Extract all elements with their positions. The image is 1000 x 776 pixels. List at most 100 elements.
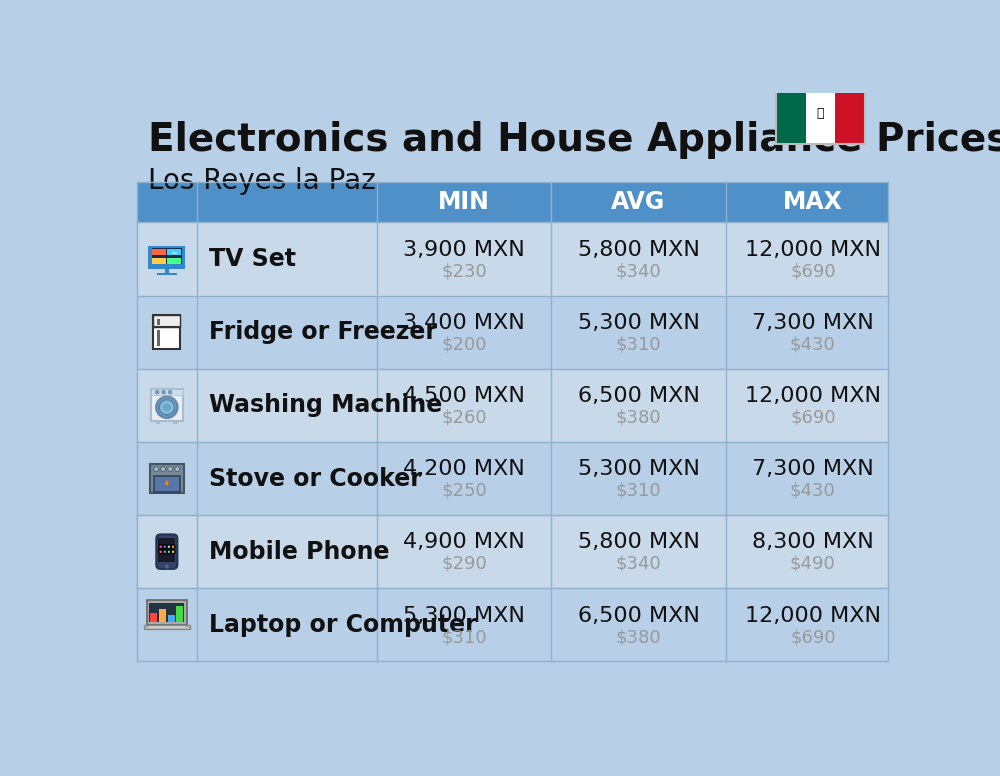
Circle shape: [155, 390, 160, 394]
Bar: [153, 315, 180, 349]
FancyBboxPatch shape: [159, 550, 163, 553]
Text: Fridge or Freezer: Fridge or Freezer: [209, 320, 437, 345]
Text: 5,800 MXN: 5,800 MXN: [578, 532, 699, 553]
FancyBboxPatch shape: [156, 535, 177, 569]
Circle shape: [168, 390, 172, 394]
Text: $380: $380: [616, 628, 661, 646]
Bar: [165, 269, 169, 273]
Bar: [149, 626, 185, 628]
Circle shape: [168, 466, 173, 472]
Text: $310: $310: [616, 482, 661, 500]
Bar: [152, 248, 182, 265]
Text: 12,000 MXN: 12,000 MXN: [745, 240, 881, 260]
Bar: [137, 588, 888, 661]
FancyBboxPatch shape: [171, 545, 175, 549]
Text: 5,300 MXN: 5,300 MXN: [403, 605, 525, 625]
Text: $310: $310: [441, 628, 487, 646]
Bar: [150, 464, 184, 494]
Text: $310: $310: [616, 335, 661, 354]
Text: 3,900 MXN: 3,900 MXN: [403, 240, 525, 260]
Text: $340: $340: [616, 262, 661, 280]
Bar: [806, 84, 835, 144]
Text: 4,200 MXN: 4,200 MXN: [403, 459, 525, 480]
Bar: [137, 296, 888, 369]
Circle shape: [156, 397, 177, 417]
Text: MIN: MIN: [438, 190, 490, 214]
Bar: [137, 223, 888, 296]
Bar: [157, 273, 177, 275]
Circle shape: [164, 564, 169, 569]
FancyBboxPatch shape: [163, 545, 167, 549]
Text: $250: $250: [441, 482, 487, 500]
Text: $690: $690: [790, 409, 836, 427]
Bar: [137, 515, 888, 588]
Text: 12,000 MXN: 12,000 MXN: [745, 605, 881, 625]
Text: $430: $430: [790, 335, 836, 354]
Text: 5,300 MXN: 5,300 MXN: [578, 313, 699, 333]
Circle shape: [175, 466, 180, 472]
Circle shape: [163, 403, 171, 411]
Text: Los Reyes la Paz: Los Reyes la Paz: [148, 167, 376, 195]
Bar: [152, 249, 166, 255]
Polygon shape: [164, 480, 170, 486]
Circle shape: [161, 390, 166, 394]
Text: 3,400 MXN: 3,400 MXN: [403, 313, 525, 333]
Polygon shape: [166, 482, 168, 485]
Circle shape: [154, 466, 159, 472]
Text: $200: $200: [441, 335, 487, 354]
Text: 5,800 MXN: 5,800 MXN: [578, 240, 699, 260]
Bar: [168, 615, 175, 622]
Text: 12,000 MXN: 12,000 MXN: [745, 386, 881, 406]
Text: 8,300 MXN: 8,300 MXN: [752, 532, 874, 553]
Bar: [156, 421, 160, 424]
Bar: [167, 249, 181, 255]
FancyBboxPatch shape: [163, 550, 167, 553]
Text: TV Set: TV Set: [209, 247, 296, 271]
Circle shape: [159, 400, 175, 415]
Bar: [149, 603, 184, 622]
Bar: [776, 84, 865, 144]
Text: 7,300 MXN: 7,300 MXN: [752, 313, 874, 333]
Text: $430: $430: [790, 482, 836, 500]
Bar: [150, 613, 157, 622]
Bar: [173, 421, 178, 424]
Bar: [154, 476, 180, 492]
Bar: [157, 331, 160, 346]
Text: $690: $690: [790, 262, 836, 280]
Bar: [158, 538, 175, 563]
Text: Electronics and House Appliance Prices: Electronics and House Appliance Prices: [148, 121, 1000, 159]
Text: 5,300 MXN: 5,300 MXN: [578, 459, 699, 480]
Bar: [137, 442, 888, 515]
Bar: [137, 182, 888, 223]
Text: AVG: AVG: [611, 190, 666, 214]
Bar: [176, 606, 183, 622]
Text: 6,500 MXN: 6,500 MXN: [578, 386, 699, 406]
Text: Laptop or Computer: Laptop or Computer: [209, 613, 476, 637]
Text: 6,500 MXN: 6,500 MXN: [578, 605, 699, 625]
FancyBboxPatch shape: [159, 545, 163, 549]
Bar: [835, 84, 865, 144]
Text: Mobile Phone: Mobile Phone: [209, 539, 389, 563]
FancyBboxPatch shape: [171, 550, 175, 553]
Bar: [148, 246, 185, 269]
FancyBboxPatch shape: [167, 550, 171, 553]
Text: Washing Machine: Washing Machine: [209, 393, 442, 417]
FancyBboxPatch shape: [167, 545, 171, 549]
Text: 🦅: 🦅: [817, 107, 824, 120]
Bar: [159, 609, 166, 622]
Text: $260: $260: [441, 409, 487, 427]
Circle shape: [161, 466, 166, 472]
Text: ~: ~: [170, 249, 177, 258]
Bar: [151, 390, 183, 395]
Bar: [167, 258, 181, 264]
Text: 4,500 MXN: 4,500 MXN: [403, 386, 525, 406]
Bar: [151, 390, 183, 421]
Text: MAX: MAX: [783, 190, 843, 214]
Bar: [144, 625, 190, 629]
Text: $340: $340: [616, 555, 661, 573]
Bar: [153, 315, 180, 327]
Text: $290: $290: [441, 555, 487, 573]
Text: Stove or Cooker: Stove or Cooker: [209, 466, 422, 490]
Bar: [157, 319, 160, 324]
Bar: [776, 84, 806, 144]
